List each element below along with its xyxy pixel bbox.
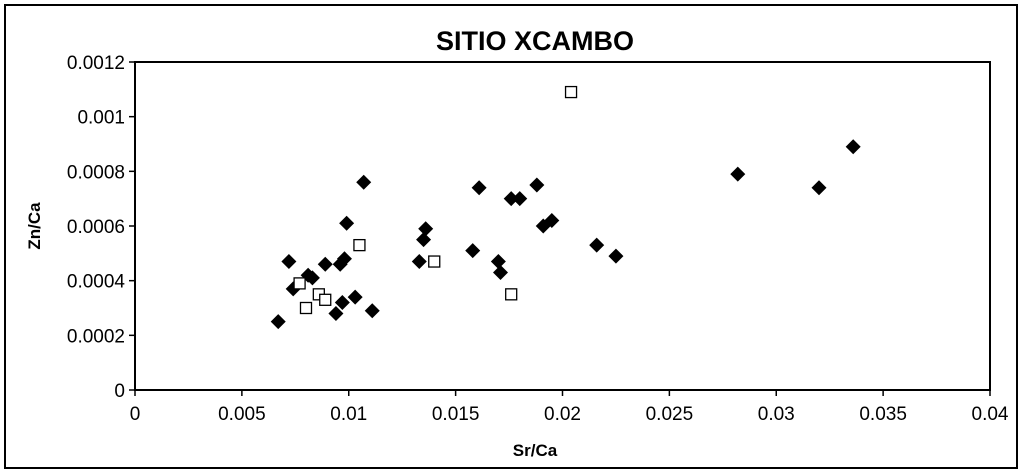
diamond-point	[411, 254, 427, 270]
square-point	[293, 277, 306, 290]
diamond-point	[356, 174, 372, 190]
x-tick-label: 0.035	[859, 404, 907, 425]
y-axis-ticks: 0 0.0002 0.0004 0.0006 0.0008 0.001 0.0012	[67, 53, 135, 402]
x-tick-label: 0.005	[218, 404, 266, 425]
x-tick-label: 0.04	[972, 404, 1009, 425]
x-tick-label: 0.015	[432, 404, 480, 425]
y-tick-label: 0	[114, 381, 125, 402]
diamond-point	[589, 237, 605, 253]
y-tick-label: 0.001	[77, 108, 125, 129]
diamond-point	[416, 232, 432, 248]
diamond-point	[845, 139, 861, 155]
diamond-point	[418, 221, 434, 237]
diamond-point	[281, 254, 297, 270]
diamond-point	[471, 180, 487, 196]
square-point	[319, 293, 332, 306]
diamond-point	[529, 177, 545, 193]
diamond-point	[493, 264, 509, 280]
diamond-point	[270, 314, 286, 330]
diamond-point	[465, 243, 481, 259]
diamond-point	[608, 248, 624, 264]
diamond-point	[336, 251, 352, 267]
diamond-point	[334, 295, 350, 311]
diamond-point	[328, 305, 344, 321]
diamond-point	[317, 256, 333, 272]
diamond-point	[490, 254, 506, 270]
x-tick-label: 0.01	[330, 404, 367, 425]
x-axis-label: Sr/Ca	[513, 441, 558, 460]
chart-title: SITIO XCAMBO	[436, 26, 634, 56]
y-tick-label: 0.0002	[67, 326, 125, 347]
square-point	[299, 301, 313, 315]
y-tick-label: 0.0008	[67, 162, 125, 183]
x-tick-label: 0.025	[646, 404, 694, 425]
plot-area	[134, 61, 991, 391]
y-axis-label: Zn/Ca	[25, 202, 44, 250]
diamond-point	[364, 303, 380, 319]
diamond-point	[503, 191, 519, 207]
y-tick-label: 0.0012	[67, 53, 125, 74]
x-tick-label: 0	[130, 404, 141, 425]
diamond-point	[811, 180, 827, 196]
y-tick-label: 0.0004	[67, 272, 126, 293]
diamond-point	[544, 213, 560, 229]
x-tick-label: 0.02	[544, 404, 581, 425]
square-point	[428, 255, 441, 268]
x-axis-ticks: 0 0.005 0.01 0.015 0.02 0.025 0.03 0.035 0.04	[130, 390, 1009, 425]
diamond-point	[512, 191, 528, 207]
x-tick-label: 0.03	[758, 404, 795, 425]
square-point	[353, 238, 366, 252]
diamond-point	[347, 289, 363, 305]
chart-frame	[4, 4, 1018, 469]
diamond-point	[304, 270, 320, 286]
diamond-point	[730, 166, 746, 182]
data-points	[270, 85, 861, 330]
square-point	[505, 288, 518, 301]
y-tick-label: 0.0006	[67, 217, 125, 238]
square-point	[564, 85, 578, 99]
diamond-point	[339, 215, 355, 231]
